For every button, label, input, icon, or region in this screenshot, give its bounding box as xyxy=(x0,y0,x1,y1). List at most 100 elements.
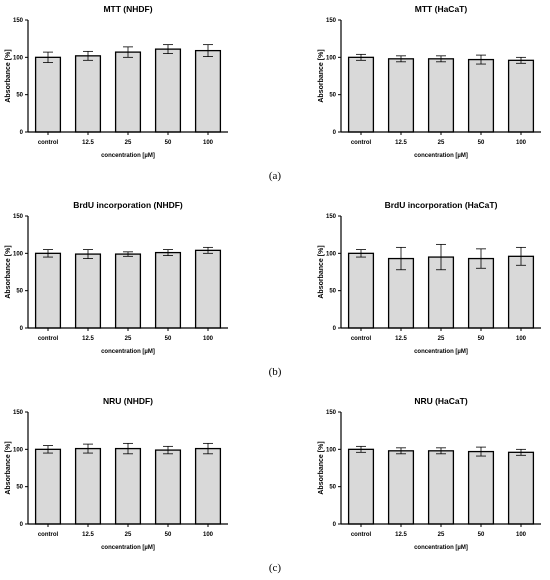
bar xyxy=(34,56,62,133)
y-tick-label: 0 xyxy=(20,130,24,136)
bar xyxy=(387,58,415,133)
y-tick-label: 50 xyxy=(16,289,23,295)
bar xyxy=(387,450,415,525)
panel-label-b: (b) xyxy=(268,366,282,378)
x-tick-label: 25 xyxy=(438,140,445,146)
y-tick-label: 50 xyxy=(16,485,23,491)
y-axis-label: Absorbance [%] xyxy=(318,441,325,494)
chart-title: BrdU incorporation (HaCaT) xyxy=(385,200,498,210)
x-tick-label: 12.5 xyxy=(82,336,94,342)
chart-title: MTT (HaCaT) xyxy=(415,4,468,14)
y-tick-label: 150 xyxy=(13,410,24,416)
x-tick-label: 50 xyxy=(165,336,172,342)
bar xyxy=(34,448,62,525)
bar xyxy=(154,449,182,525)
x-tick-label: 100 xyxy=(516,140,527,146)
y-tick-label: 0 xyxy=(333,326,337,332)
panel-label-c: (c) xyxy=(268,562,282,574)
x-axis-label: concentration [µM] xyxy=(414,349,468,355)
y-tick-label: 100 xyxy=(326,55,337,61)
x-tick-label: 100 xyxy=(203,140,214,146)
x-tick-label: 50 xyxy=(165,532,172,538)
y-axis-label: Absorbance [%] xyxy=(318,49,325,102)
y-tick-label: 150 xyxy=(326,214,337,220)
x-axis-label: concentration [µM] xyxy=(101,349,155,355)
y-tick-label: 50 xyxy=(16,93,23,99)
x-tick-label: 12.5 xyxy=(395,532,407,538)
x-tick-label: 12.5 xyxy=(82,532,94,538)
x-tick-label: control xyxy=(351,140,372,146)
bar xyxy=(347,252,375,329)
bar xyxy=(154,48,182,133)
x-tick-label: 50 xyxy=(478,140,485,146)
y-tick-label: 100 xyxy=(13,55,24,61)
x-tick-label: 100 xyxy=(516,532,527,538)
chart-panel-3: BrdU incorporation (HaCaT) Absorbance [%]… xyxy=(318,200,541,355)
x-tick-label: 100 xyxy=(516,336,527,342)
y-tick-label: 150 xyxy=(13,18,24,24)
bar xyxy=(467,58,495,133)
x-axis-label: concentration [µM] xyxy=(414,153,468,159)
y-tick-label: 0 xyxy=(20,522,24,528)
bar xyxy=(507,59,535,133)
y-tick-label: 0 xyxy=(333,522,337,528)
chart-title: NRU (NHDF) xyxy=(103,396,153,406)
x-tick-label: control xyxy=(351,532,372,538)
bar xyxy=(467,450,495,525)
x-tick-label: 25 xyxy=(125,336,132,342)
x-tick-label: 25 xyxy=(438,532,445,538)
x-tick-label: 12.5 xyxy=(82,140,94,146)
x-tick-label: 25 xyxy=(125,532,132,538)
bar xyxy=(114,253,142,329)
bar xyxy=(74,253,102,329)
chart-title: NRU (HaCaT) xyxy=(414,396,468,406)
y-tick-label: 100 xyxy=(326,251,337,257)
bar xyxy=(467,257,495,329)
y-axis-label: Absorbance [%] xyxy=(5,245,12,298)
y-tick-label: 100 xyxy=(326,447,337,453)
chart-panel-2: BrdU incorporation (NHDF) Absorbance [%] c… xyxy=(5,200,228,355)
x-tick-label: 25 xyxy=(125,140,132,146)
y-tick-label: 150 xyxy=(326,18,337,24)
bar xyxy=(34,252,62,329)
x-tick-label: 50 xyxy=(478,336,485,342)
y-tick-label: 50 xyxy=(329,93,336,99)
y-axis-label: Absorbance [%] xyxy=(318,245,325,298)
bar xyxy=(427,450,455,525)
bar xyxy=(194,249,222,329)
chart-title: BrdU incorporation (NHDF) xyxy=(73,200,183,210)
y-tick-label: 50 xyxy=(329,289,336,295)
x-axis-label: concentration [µM] xyxy=(101,545,155,551)
x-tick-label: 100 xyxy=(203,336,214,342)
bar xyxy=(347,56,375,133)
x-axis-label: concentration [µM] xyxy=(414,545,468,551)
y-tick-label: 150 xyxy=(13,214,24,220)
chart-title: MTT (NHDF) xyxy=(103,4,152,14)
bar xyxy=(507,255,535,329)
x-tick-label: 100 xyxy=(203,532,214,538)
bar xyxy=(194,447,222,525)
x-tick-label: control xyxy=(351,336,372,342)
chart-panel-1: MTT (HaCaT) Absorbance [%] concentration [… xyxy=(318,4,541,159)
bar xyxy=(194,49,222,133)
bar xyxy=(154,251,182,329)
chart-panel-5: NRU (HaCaT) Absorbance [%] concentration [… xyxy=(318,396,541,551)
x-tick-label: control xyxy=(38,140,59,146)
chart-panel-0: MTT (NHDF) Absorbance [%] concentration [µ… xyxy=(5,4,228,159)
bar xyxy=(114,51,142,133)
x-tick-label: 50 xyxy=(478,532,485,538)
bar xyxy=(114,447,142,525)
panel-label-a: (a) xyxy=(268,170,282,182)
chart-panel-4: NRU (NHDF) Absorbance [%] concentration [µ… xyxy=(5,396,228,551)
x-tick-label: 50 xyxy=(165,140,172,146)
bar xyxy=(74,447,102,525)
x-tick-label: control xyxy=(38,532,59,538)
x-tick-label: 12.5 xyxy=(395,336,407,342)
y-axis-label: Absorbance [%] xyxy=(5,441,12,494)
x-tick-label: control xyxy=(38,336,59,342)
y-tick-label: 100 xyxy=(13,447,24,453)
bar xyxy=(347,448,375,525)
y-tick-label: 100 xyxy=(13,251,24,257)
y-tick-label: 50 xyxy=(329,485,336,491)
